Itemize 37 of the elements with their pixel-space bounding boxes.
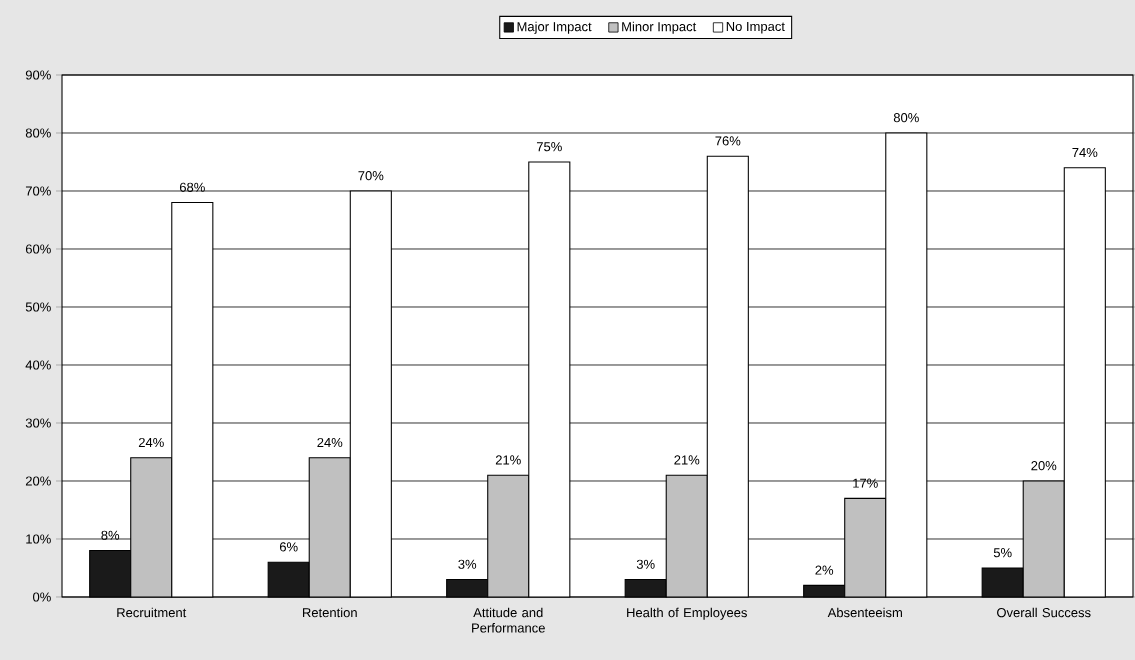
data-label: 20% [1031, 461, 1057, 471]
y-tick-label: 10% [26, 534, 51, 544]
x-tick-label: Recruitment [117, 607, 187, 618]
data-label: 75% [536, 142, 562, 152]
data-label: 21% [495, 455, 521, 465]
legend-label: No Impact [726, 21, 785, 34]
data-label: 80% [893, 113, 919, 123]
data-label: 8% [101, 530, 120, 540]
data-label: 24% [138, 437, 164, 448]
x-tick-label: Attitude and Performance [472, 607, 545, 633]
data-label: 5% [993, 548, 1012, 558]
data-label: 3% [636, 559, 655, 569]
y-tick-label: 20% [25, 476, 51, 486]
y-tick-label: 30% [25, 418, 51, 428]
y-tick-label: 70% [25, 186, 51, 196]
x-tick-label: Overall Success [997, 607, 1091, 618]
y-tick-label: 80% [25, 128, 51, 138]
data-label: 24% [317, 437, 343, 448]
y-tick-label: 40% [25, 360, 51, 370]
data-label: 68% [179, 182, 205, 192]
legend-label: Major Impact [517, 21, 592, 34]
x-tick-label: Health of Employees [627, 607, 747, 620]
y-tick-label: 0% [33, 592, 51, 602]
y-tick-label: 60% [25, 244, 51, 254]
data-label: 17% [853, 478, 878, 488]
data-label: 2% [815, 565, 834, 575]
data-label: 6% [279, 542, 298, 552]
data-label: 3% [458, 559, 477, 569]
x-tick-label: Retention [303, 607, 357, 618]
data-label: 76% [715, 136, 741, 146]
x-tick-label: Absenteeism [827, 607, 902, 618]
y-tick-label: 50% [25, 302, 51, 312]
data-label: 74% [1072, 147, 1098, 158]
data-label: 21% [674, 455, 700, 465]
legend-label: Minor Impact [622, 21, 697, 34]
data-label: 70% [358, 171, 384, 181]
y-tick-label: 90% [25, 70, 51, 80]
